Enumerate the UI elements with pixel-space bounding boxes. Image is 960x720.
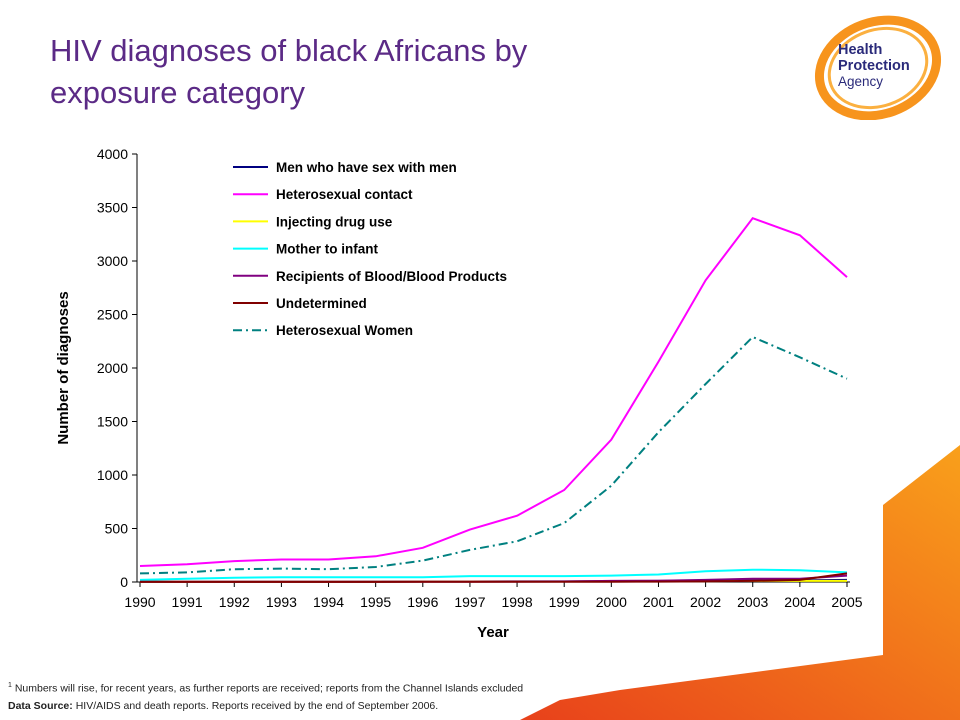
x-tick-label: 2001 (643, 594, 674, 610)
legend-entry: Undetermined (276, 296, 367, 311)
chart-legend: Men who have sex with men Heterosexual co… (233, 160, 507, 338)
logo-line-3: Agency (838, 74, 884, 89)
x-tick-label: 2004 (784, 594, 815, 610)
y-tick-label: 1500 (97, 414, 128, 430)
x-tick-label: 1998 (501, 594, 532, 610)
x-tick-label: 2003 (737, 594, 768, 610)
health-protection-agency-logo (814, 15, 942, 120)
chart-axes: 0 500 1000 1500 2000 2500 3000 3500 4000 1990 1991… (97, 146, 863, 610)
chart-series (139, 217, 848, 583)
legend-entry: Heterosexual Women (276, 323, 413, 338)
data-source: Data Source: HIV/AIDS and death reports.… (8, 700, 438, 712)
x-tick-label: 2000 (596, 594, 627, 610)
y-tick-label: 2000 (97, 360, 128, 376)
y-tick-label: 1000 (97, 467, 128, 483)
series-line (139, 568, 848, 581)
legend-entry: Men who have sex with men (276, 160, 457, 175)
x-tick-label: 1995 (360, 594, 391, 610)
x-tick-label: 1994 (313, 594, 344, 610)
x-tick-label: 1997 (454, 594, 485, 610)
y-tick-label: 0 (120, 574, 128, 590)
x-tick-label: 2002 (690, 594, 721, 610)
title-line-2: exposure category (50, 75, 306, 110)
data-source-label: Data Source: (8, 700, 73, 712)
x-tick-label: 1990 (124, 594, 155, 610)
x-tick-label: 1992 (219, 594, 250, 610)
y-tick-label: 4000 (97, 146, 128, 162)
footnote: 1 Numbers will rise, for recent years, a… (8, 682, 523, 695)
x-tick-label: 1999 (549, 594, 580, 610)
logo-text: Health Protection Agency (838, 42, 910, 90)
title-line-1: HIV diagnoses of black Africans by (50, 33, 528, 68)
orange-corner-shape (520, 445, 960, 720)
logo-line-2: Protection (838, 58, 910, 74)
legend-entry: Heterosexual contact (276, 187, 413, 202)
slide-title: HIV diagnoses of black Africans by expos… (50, 30, 750, 114)
y-tick-label: 3000 (97, 253, 128, 269)
footnote-text: Numbers will rise, for recent years, as … (14, 682, 524, 695)
series-line (139, 217, 848, 567)
logo-line-1: Health (838, 42, 883, 58)
series-line (140, 572, 848, 583)
x-tick-label: 1996 (407, 594, 438, 610)
legend-entry: Recipients of Blood/Blood Products (276, 269, 507, 284)
y-axis-title: Number of diagnoses (55, 291, 72, 444)
y-tick-label: 3500 (97, 200, 128, 216)
x-axis-title: Year (477, 624, 509, 641)
x-tick-label: 1993 (266, 594, 297, 610)
y-tick-label: 500 (105, 521, 129, 537)
y-tick-label: 2500 (97, 307, 128, 323)
x-tick-label: 1991 (172, 594, 203, 610)
series-line (139, 335, 848, 575)
x-tick-label: 2005 (831, 594, 862, 610)
data-source-text: HIV/AIDS and death reports. Reports rece… (75, 700, 439, 712)
footnote-mark: 1 (8, 682, 12, 689)
legend-entry: Injecting drug use (276, 214, 393, 229)
legend-entry: Mother to infant (276, 242, 378, 257)
